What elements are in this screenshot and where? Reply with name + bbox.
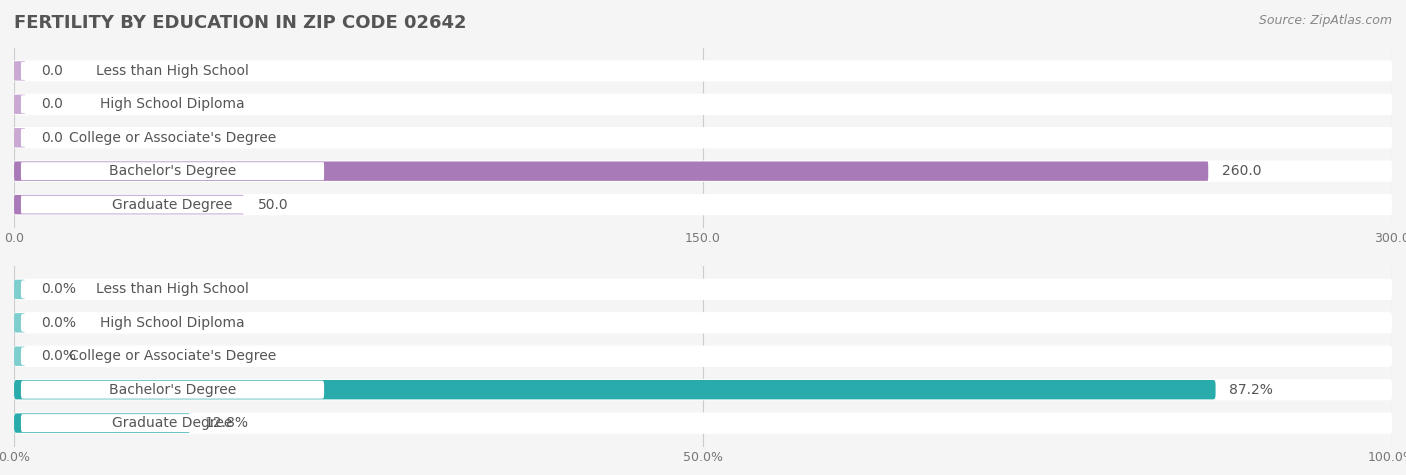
Text: Bachelor's Degree: Bachelor's Degree — [108, 164, 236, 178]
FancyBboxPatch shape — [14, 380, 1216, 399]
Text: 0.0: 0.0 — [42, 131, 63, 145]
FancyBboxPatch shape — [21, 314, 325, 332]
FancyBboxPatch shape — [21, 347, 325, 365]
Text: Source: ZipAtlas.com: Source: ZipAtlas.com — [1258, 14, 1392, 27]
FancyBboxPatch shape — [21, 129, 325, 147]
FancyBboxPatch shape — [14, 195, 243, 214]
FancyBboxPatch shape — [21, 280, 325, 298]
FancyBboxPatch shape — [14, 345, 1392, 367]
Text: Bachelor's Degree: Bachelor's Degree — [108, 383, 236, 397]
Text: 0.0: 0.0 — [42, 64, 63, 78]
FancyBboxPatch shape — [21, 380, 325, 399]
FancyBboxPatch shape — [14, 127, 1392, 149]
FancyBboxPatch shape — [14, 347, 25, 366]
FancyBboxPatch shape — [14, 194, 1392, 215]
Text: 0.0: 0.0 — [42, 97, 63, 111]
Text: High School Diploma: High School Diploma — [100, 97, 245, 111]
Text: Graduate Degree: Graduate Degree — [112, 198, 233, 211]
FancyBboxPatch shape — [21, 162, 325, 180]
Text: College or Associate's Degree: College or Associate's Degree — [69, 131, 276, 145]
FancyBboxPatch shape — [14, 128, 25, 147]
Text: 12.8%: 12.8% — [204, 416, 249, 430]
Text: 260.0: 260.0 — [1222, 164, 1261, 178]
FancyBboxPatch shape — [21, 196, 325, 214]
FancyBboxPatch shape — [14, 379, 1392, 400]
FancyBboxPatch shape — [21, 95, 325, 114]
FancyBboxPatch shape — [14, 61, 25, 81]
FancyBboxPatch shape — [14, 412, 1392, 434]
FancyBboxPatch shape — [14, 279, 1392, 300]
Text: 0.0%: 0.0% — [42, 283, 76, 296]
Text: College or Associate's Degree: College or Associate's Degree — [69, 349, 276, 363]
Text: Less than High School: Less than High School — [96, 283, 249, 296]
FancyBboxPatch shape — [14, 95, 25, 114]
Text: Less than High School: Less than High School — [96, 64, 249, 78]
FancyBboxPatch shape — [14, 312, 1392, 333]
FancyBboxPatch shape — [21, 62, 325, 80]
FancyBboxPatch shape — [14, 280, 25, 299]
Text: High School Diploma: High School Diploma — [100, 316, 245, 330]
Text: Graduate Degree: Graduate Degree — [112, 416, 233, 430]
FancyBboxPatch shape — [14, 60, 1392, 82]
Text: 0.0%: 0.0% — [42, 349, 76, 363]
FancyBboxPatch shape — [21, 414, 325, 432]
FancyBboxPatch shape — [14, 94, 1392, 115]
Text: 0.0%: 0.0% — [42, 316, 76, 330]
FancyBboxPatch shape — [14, 161, 1392, 182]
Text: 50.0: 50.0 — [257, 198, 288, 211]
FancyBboxPatch shape — [14, 413, 190, 433]
Text: 87.2%: 87.2% — [1229, 383, 1274, 397]
FancyBboxPatch shape — [14, 313, 25, 332]
FancyBboxPatch shape — [14, 162, 1208, 181]
Text: FERTILITY BY EDUCATION IN ZIP CODE 02642: FERTILITY BY EDUCATION IN ZIP CODE 02642 — [14, 14, 467, 32]
